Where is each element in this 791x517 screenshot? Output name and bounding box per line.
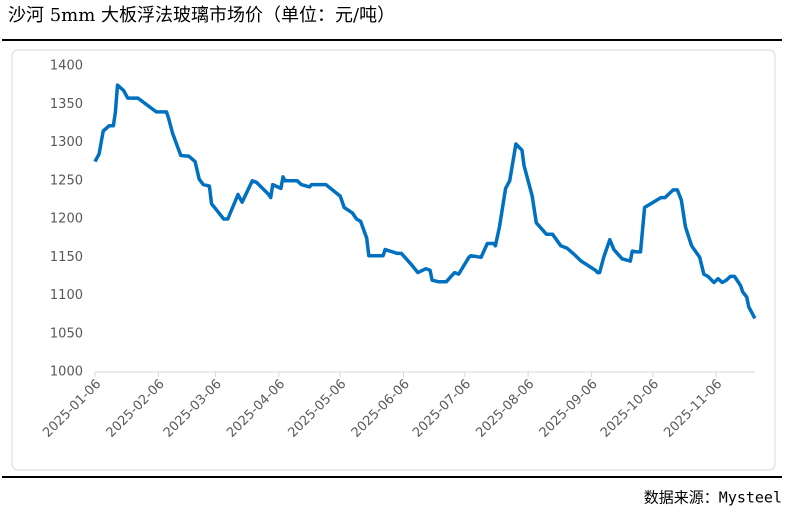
x-tick-label: 2025-01-06: [40, 377, 104, 441]
y-tick-label: 1000: [50, 365, 83, 380]
y-tick-label: 1250: [50, 173, 83, 188]
y-tick-label: 1400: [50, 59, 83, 74]
y-tick-label: 1300: [50, 135, 83, 150]
x-tick-label: 2025-07-06: [410, 377, 474, 441]
y-tick-label: 1100: [50, 288, 83, 303]
y-tick-label: 1350: [50, 97, 83, 112]
x-tick-label: 2025-03-06: [161, 377, 225, 441]
x-tick-label: 2025-04-06: [224, 377, 288, 441]
x-tick-label: 2025-10-06: [598, 377, 662, 441]
x-tick-label: 2025-09-06: [537, 377, 601, 441]
chart-title: 沙河 5mm 大板浮法玻璃市场价（单位：元/吨）: [8, 5, 395, 26]
price-line: [93, 83, 757, 320]
x-tick-label: 2025-11-06: [661, 377, 725, 441]
plot-frame: [11, 49, 776, 471]
source-note: 数据来源：Mysteel: [644, 489, 782, 507]
y-tick-label: 1200: [50, 212, 83, 227]
x-tick-label: 2025-06-06: [349, 377, 413, 441]
y-tick-label: 1150: [50, 250, 83, 265]
x-tick-label: 2025-05-06: [285, 377, 349, 441]
y-tick-label: 1050: [50, 326, 83, 341]
x-tick-label: 2025-08-06: [473, 377, 537, 441]
x-tick-label: 2025-02-06: [104, 377, 168, 441]
